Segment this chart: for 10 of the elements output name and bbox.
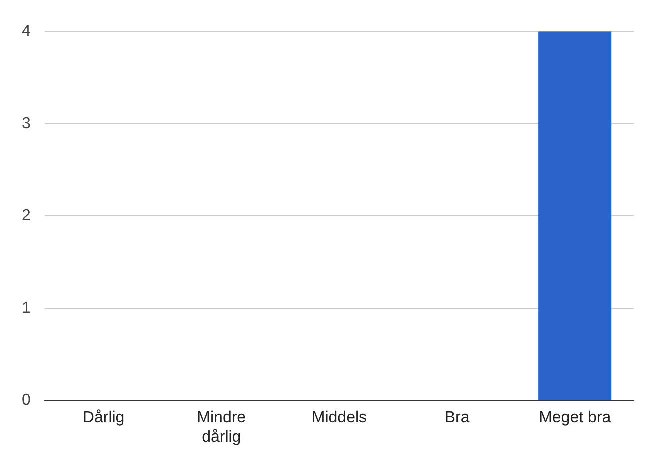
x-tick-label: Mindre dårlig [197,410,246,446]
y-tick-label: 4 [22,23,31,40]
x-tick-label: Dårlig [82,410,125,427]
y-tick-label: 1 [22,300,31,317]
x-tick-label: Meget bra [539,410,612,427]
y-tick-label: 2 [22,208,31,225]
x-tick-label: Middels [312,410,368,427]
y-tick-label: 3 [22,115,31,132]
x-tick-label: Bra [444,410,470,427]
y-tick-label: 0 [22,392,31,410]
